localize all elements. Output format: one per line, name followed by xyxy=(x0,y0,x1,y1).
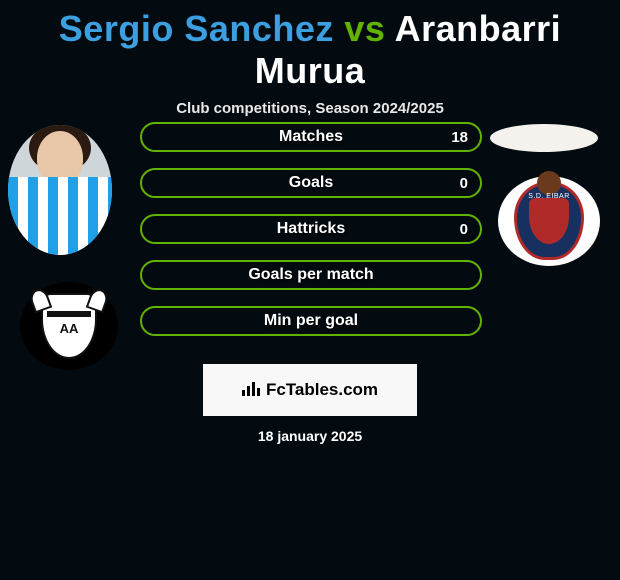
eibar-inner-shield xyxy=(529,198,569,244)
shield-wing-left xyxy=(28,287,52,314)
stat-label: Hattricks xyxy=(277,220,345,238)
stat-label: Matches xyxy=(279,128,343,146)
stat-right-value: 18 xyxy=(451,129,468,146)
player-right-avatar-placeholder xyxy=(490,124,598,152)
title-vs: vs xyxy=(344,8,385,49)
date-text: 18 january 2025 xyxy=(258,428,362,444)
subtitle: Club competitions, Season 2024/2025 xyxy=(0,100,620,117)
stat-bar-min-per-goal: Min per goal xyxy=(140,306,482,336)
stat-right-value: 0 xyxy=(460,221,468,238)
player-left-avatar xyxy=(8,125,112,255)
page-title: Sergio Sanchez vs Aranbarri Murua xyxy=(0,0,620,92)
watermark: FcTables.com xyxy=(203,364,417,416)
stat-label: Min per goal xyxy=(264,312,358,330)
eibar-shield-icon: S.D. EIBAR xyxy=(514,182,584,260)
stat-label: Goals xyxy=(289,174,333,192)
stat-bars: Matches 18 Goals 0 Hattricks 0 Goals per… xyxy=(140,122,482,352)
shield-letters: AA xyxy=(43,321,95,336)
stat-bar-goals-per-match: Goals per match xyxy=(140,260,482,290)
shield-wing-right xyxy=(86,287,110,314)
watermark-text: FcTables.com xyxy=(266,380,378,400)
stat-label: Goals per match xyxy=(248,266,373,284)
stat-bar-hattricks: Hattricks 0 xyxy=(140,214,482,244)
jersey-stripes xyxy=(8,177,112,255)
stat-right-value: 0 xyxy=(460,175,468,192)
shield-band xyxy=(47,311,91,317)
stat-bar-matches: Matches 18 xyxy=(140,122,482,152)
albacete-shield-icon: AA xyxy=(41,293,97,359)
title-player1: Sergio Sanchez xyxy=(59,8,334,49)
eibar-text: S.D. EIBAR xyxy=(517,193,581,200)
stat-bar-goals: Goals 0 xyxy=(140,168,482,198)
player-left-club-badge: AA xyxy=(20,282,118,370)
eibar-ball-icon xyxy=(537,171,561,195)
player-right-club-badge: S.D. EIBAR xyxy=(498,176,600,266)
chart-icon xyxy=(242,380,262,401)
